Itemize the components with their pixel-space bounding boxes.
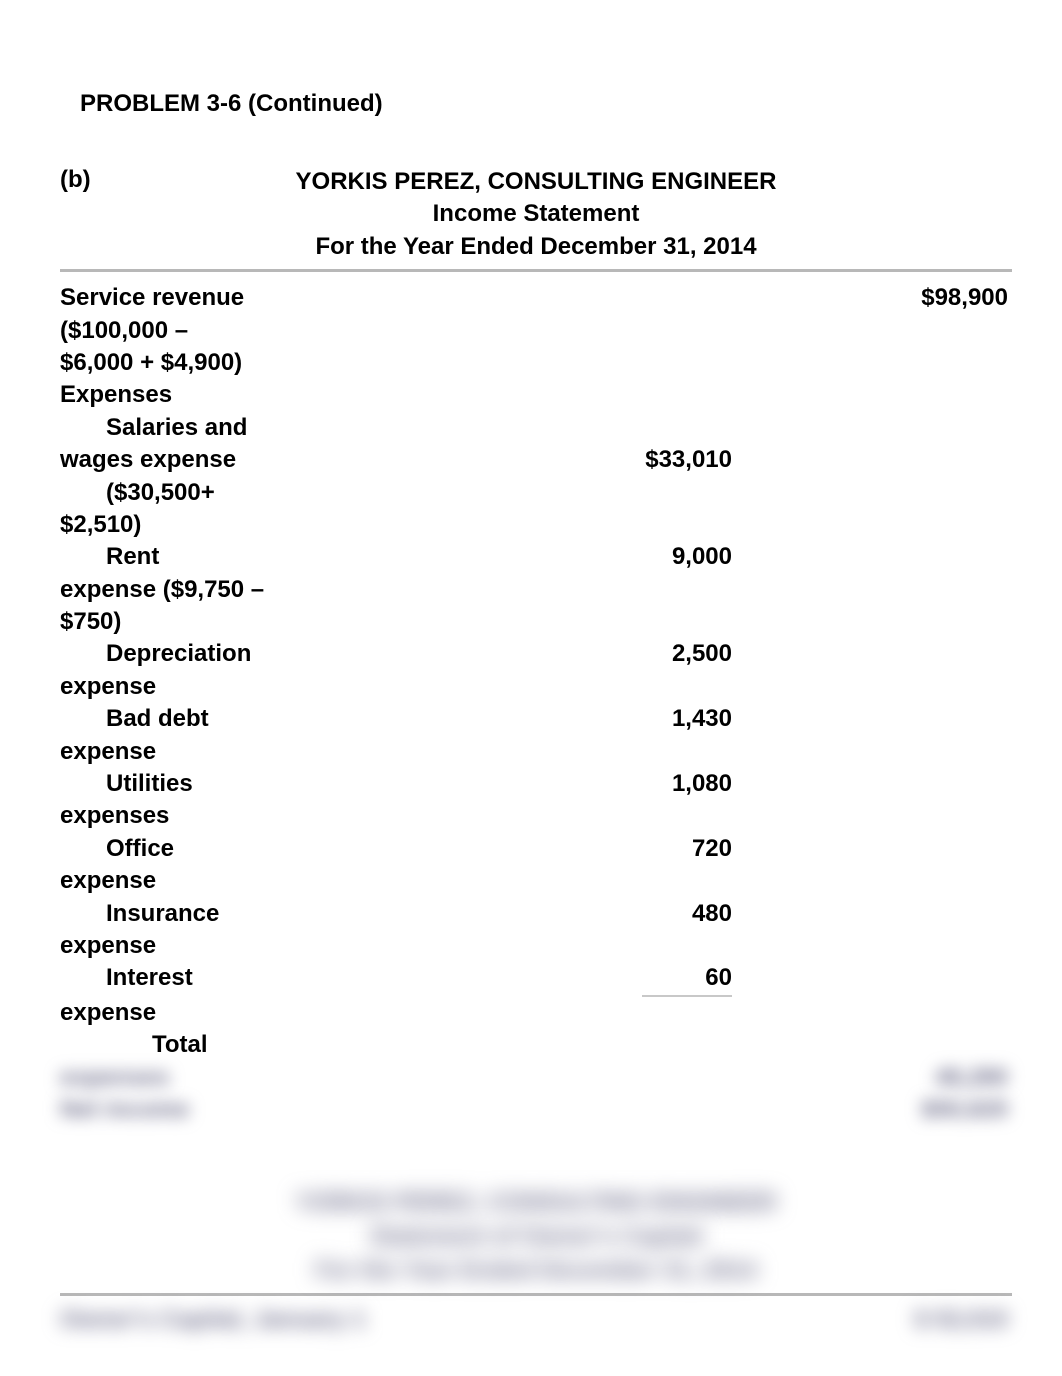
expense-label: expense xyxy=(60,865,300,897)
expense-amount-cell xyxy=(300,412,872,444)
expense-label: expense ($9,750 – xyxy=(60,574,300,606)
expense-label: $750) xyxy=(60,606,300,638)
blurred-label: Net income xyxy=(60,1094,300,1126)
blurred-second-header: YORKIS PEREZ, CONSULTING ENGINEER Statem… xyxy=(60,1186,1012,1287)
expense-amount-cell xyxy=(300,997,872,1029)
expense-amount-cell xyxy=(300,865,872,897)
blurred-company: YORKIS PEREZ, CONSULTING ENGINEER xyxy=(60,1186,1012,1220)
revenue-label: Service revenue xyxy=(60,282,300,314)
total-label: Total xyxy=(60,1029,300,1061)
blurred-capital-amount: $ 52,010 xyxy=(852,1306,1012,1334)
second-header-rule xyxy=(60,1293,1012,1296)
expense-row: Rent9,000 xyxy=(60,541,1012,573)
expense-row: Salaries and xyxy=(60,412,1012,444)
expense-amount-cell xyxy=(300,736,872,768)
expense-label: ($30,500+ xyxy=(60,477,300,509)
expense-label: expense xyxy=(60,736,300,768)
expense-row: expense xyxy=(60,930,1012,962)
expense-amount-cell: 1,080 xyxy=(300,768,872,800)
expense-amount-cell: 480 xyxy=(300,898,872,930)
blurred-amount: $50,620 xyxy=(872,1094,1012,1126)
expenses-header: Expenses xyxy=(60,379,1012,411)
blurred-row: expenses 48,280 xyxy=(60,1062,1012,1094)
expense-label: expense xyxy=(60,930,300,962)
expense-label: wages expense xyxy=(60,444,300,476)
blurred-row: Net income $50,620 xyxy=(60,1094,1012,1126)
expense-amount-cell: 60 xyxy=(300,962,872,996)
revenue-label: $6,000 + $4,900) xyxy=(60,347,300,379)
expense-label: Interest xyxy=(60,962,300,996)
expense-label: Insurance xyxy=(60,898,300,930)
blurred-capital-label: Owner's Capital, January 1 xyxy=(60,1306,852,1334)
expense-row: expense xyxy=(60,671,1012,703)
expense-row: ($30,500+ xyxy=(60,477,1012,509)
expense-row: expense xyxy=(60,997,1012,1029)
expense-amount-cell: 1,430 xyxy=(300,703,872,735)
blurred-capital-row: Owner's Capital, January 1 $ 52,010 xyxy=(60,1306,1012,1334)
total-row: Total xyxy=(60,1029,1012,1061)
expense-row: Office720 xyxy=(60,833,1012,865)
expense-label: $2,510) xyxy=(60,509,300,541)
statement-type: Income Statement xyxy=(60,198,1012,230)
expenses-label: Expenses xyxy=(60,379,300,411)
income-statement-table: Service revenue $98,900 ($100,000 – $6,0… xyxy=(60,282,1012,1126)
expense-amount-cell xyxy=(300,509,872,541)
blurred-label: expenses xyxy=(60,1062,300,1094)
expense-label: Rent xyxy=(60,541,300,573)
spacer xyxy=(300,282,872,314)
expense-label: expense xyxy=(60,997,300,1029)
expense-label: expense xyxy=(60,671,300,703)
expense-row: expenses xyxy=(60,800,1012,832)
expense-row: wages expense$33,010 xyxy=(60,444,1012,476)
expenses-list: Salaries andwages expense$33,010($30,500… xyxy=(60,412,1012,1029)
expense-row: Depreciation2,500 xyxy=(60,638,1012,670)
expense-label: Bad debt xyxy=(60,703,300,735)
expense-row: expense ($9,750 – xyxy=(60,574,1012,606)
statement-header: (b) YORKIS PEREZ, CONSULTING ENGINEER In… xyxy=(60,166,1012,263)
revenue-amount: $98,900 xyxy=(872,282,1012,314)
expense-amount: 60 xyxy=(642,962,732,996)
statement-period: For the Year Ended December 31, 2014 xyxy=(60,231,1012,263)
revenue-label: ($100,000 – xyxy=(60,315,300,347)
blurred-statement: Statement of Owner's Capital xyxy=(60,1220,1012,1254)
company-name: YORKIS PEREZ, CONSULTING ENGINEER xyxy=(60,166,1012,198)
part-label: (b) xyxy=(60,166,91,194)
expense-row: Insurance480 xyxy=(60,898,1012,930)
revenue-row: Service revenue $98,900 xyxy=(60,282,1012,314)
problem-title: PROBLEM 3-6 (Continued) xyxy=(80,90,1012,118)
expense-amount-cell: 9,000 xyxy=(300,541,872,573)
expense-amount-cell xyxy=(300,671,872,703)
expense-row: Bad debt1,430 xyxy=(60,703,1012,735)
expense-amount-cell xyxy=(300,606,872,638)
expense-label: Salaries and xyxy=(60,412,300,444)
revenue-row: $6,000 + $4,900) xyxy=(60,347,1012,379)
expense-amount-cell xyxy=(300,800,872,832)
expense-label: Utilities xyxy=(60,768,300,800)
header-rule xyxy=(60,269,1012,272)
expense-amount-cell xyxy=(300,477,872,509)
expense-row: $2,510) xyxy=(60,509,1012,541)
expense-row: Utilities1,080 xyxy=(60,768,1012,800)
expense-amount-cell: $33,010 xyxy=(300,444,872,476)
expense-label: expenses xyxy=(60,800,300,832)
expense-label: Depreciation xyxy=(60,638,300,670)
expense-amount-cell xyxy=(300,930,872,962)
blurred-period: For the Year Ended December 31, 2014 xyxy=(60,1254,1012,1288)
expense-row: expense xyxy=(60,736,1012,768)
revenue-row: ($100,000 – xyxy=(60,315,1012,347)
expense-label: Office xyxy=(60,833,300,865)
expense-amount-cell xyxy=(300,574,872,606)
blurred-amount: 48,280 xyxy=(872,1062,1012,1094)
expense-row: Interest 60 xyxy=(60,962,1012,996)
expense-amount-cell: 2,500 xyxy=(300,638,872,670)
expense-row: expense xyxy=(60,865,1012,897)
expense-row: $750) xyxy=(60,606,1012,638)
expense-amount-cell: 720 xyxy=(300,833,872,865)
